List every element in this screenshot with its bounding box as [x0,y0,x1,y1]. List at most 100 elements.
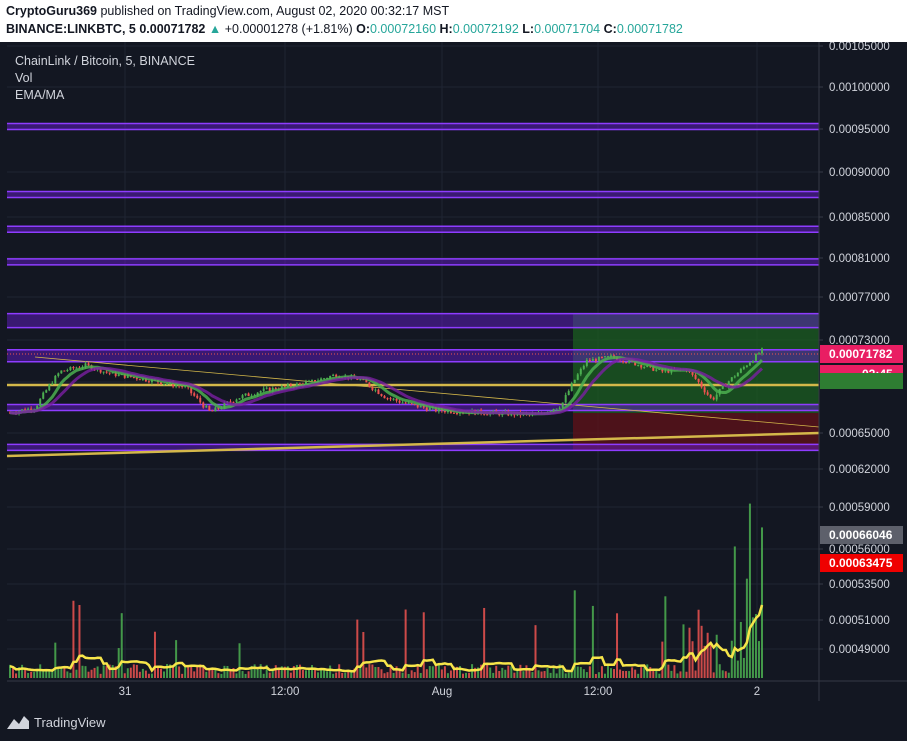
time-tick-label: 31 [119,686,132,698]
publication-header: CryptoGuru369 published on TradingView.c… [0,0,907,42]
volume-bar [528,670,531,678]
publisher-line: CryptoGuru369 published on TradingView.c… [6,4,449,18]
volume-bar [664,596,667,678]
volume-bar [347,670,350,678]
volume-bar [108,664,111,678]
target-badge [820,373,903,389]
candle-body [383,395,386,399]
price-tick-label: 0.00059000 [829,502,890,514]
legend-title[interactable]: ChainLink / Bitcoin, 5, BINANCE [15,54,195,68]
candle-body [552,408,555,412]
price-change: +0.00001278 (+1.81%) [224,22,353,36]
candle-body [567,390,570,396]
volume-bar [594,673,597,678]
candle-body [268,387,271,392]
candle-body [410,402,413,404]
candle-body [745,365,748,368]
volume-bar [751,617,754,678]
candle-body [582,365,585,369]
volume-bar [241,671,244,678]
volume-bar [132,664,135,678]
price-chart[interactable]: 0.00105000 0.00100000 0.00095000 0.00090000… [0,42,907,701]
volume-bar [304,670,307,678]
low-label: L: [522,22,535,36]
brand-name[interactable]: TradingView [34,715,106,730]
volume-bar [745,578,748,678]
rising-trendline[interactable] [6,431,820,458]
candle-body [314,380,317,382]
volume-bar [307,668,310,678]
resistance-zone[interactable] [7,444,819,451]
candle-body [757,353,760,355]
volume-bar [416,664,419,678]
volume-bar [377,667,380,678]
volume-bar [504,669,507,678]
candle-body [380,394,383,396]
tradingview-logo-icon[interactable] [6,713,30,731]
candle-body [298,383,301,385]
price-tick-label: 0.00090000 [829,167,890,179]
resistance-zone[interactable] [7,313,819,328]
volume-bar [51,668,54,678]
volume-bar [123,673,126,678]
candle-body [727,381,730,387]
volume-bar [600,666,603,678]
volume-bar [12,666,15,678]
volume-bar [718,664,721,678]
volume-bar [69,672,72,678]
resistance-zone[interactable] [7,404,819,411]
volume-bar [205,671,208,678]
descending-trendline[interactable] [34,356,820,428]
candle-body [114,372,117,376]
candle-body [160,382,163,385]
volume-bar [63,667,66,678]
volume-bar [733,546,736,678]
candle-body [135,377,138,380]
volume-bar [54,642,57,678]
candle-body [643,366,646,368]
volume-bar [117,648,120,678]
volume-bar [519,664,522,678]
volume-bar [141,668,144,678]
volume-bar [431,666,434,678]
candle-body [214,407,217,412]
candle-body [51,383,54,385]
volume-bar [585,672,588,678]
volume-bar [516,668,519,678]
volume-bar [670,670,673,678]
symbol-name: BINANCE:LINKBTC, 5 [6,22,136,36]
volume-bar [477,667,480,678]
volume-bar [262,673,265,678]
publisher-name[interactable]: CryptoGuru369 [6,4,97,18]
candle-body [428,407,431,411]
resistance-zone[interactable] [7,226,819,233]
volume-bar [570,672,573,678]
volume-bar [401,672,404,678]
resistance-zone[interactable] [7,258,819,265]
volume-bar [564,673,567,678]
candle-body [606,356,609,358]
candle-body [664,370,667,372]
candle-body [371,386,374,390]
volume-bar [513,672,516,678]
resistance-zone[interactable] [7,191,819,198]
candle-body [24,409,27,411]
volume-bar [126,668,129,678]
volume-bar [111,665,114,678]
candle-body [229,401,232,403]
candle-body [286,384,289,387]
volume-bar [407,673,410,678]
resistance-zone[interactable] [7,349,819,362]
volume-bar [483,607,486,678]
legend-volume[interactable]: Vol [15,71,33,85]
volume-bar [613,669,616,678]
volume-bar [317,672,320,678]
price-tick-label: 0.00065000 [829,428,890,440]
candle-body [359,379,362,381]
volume-bar [606,664,609,678]
volume-bar [576,666,579,678]
candle-body [407,402,410,404]
legend-ema[interactable]: EMA/MA [15,88,65,102]
resistance-zone[interactable] [7,123,819,130]
volume-bar [147,673,150,678]
